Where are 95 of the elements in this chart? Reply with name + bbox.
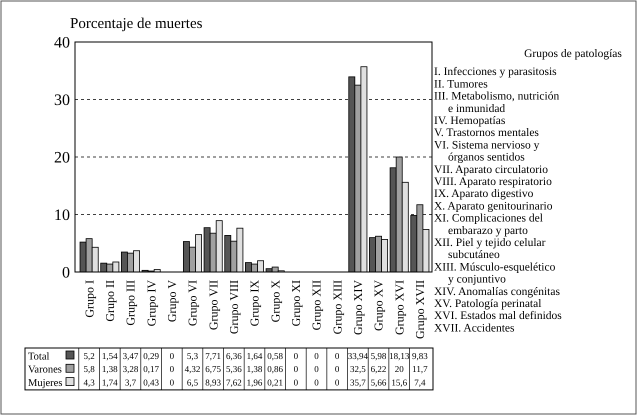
text: Grupos de patologías	[524, 48, 622, 60]
data-label: 3,28	[122, 364, 139, 374]
text: XV. Patología perinatal	[434, 298, 542, 310]
text: VI. Sistema nervioso y órganos sentidos	[434, 139, 540, 164]
data-label: 0,17	[143, 364, 160, 374]
data-label: 0,29	[143, 350, 160, 361]
data-label: 18,13	[389, 350, 410, 361]
data-label: 5,98	[370, 350, 387, 361]
data-label: 6,5	[186, 377, 199, 388]
y-tick-label: 30	[54, 92, 70, 110]
data-label: 5,8	[84, 364, 96, 374]
data-label: 0,43	[143, 377, 160, 388]
data-label: 7,71	[205, 350, 222, 361]
text: V. Trastornos mentales	[434, 127, 540, 140]
x-tick-label: Grupo XIII	[330, 280, 344, 334]
data-label: 8,93	[205, 377, 222, 388]
data-label: 1,54	[102, 350, 118, 361]
data-label: 0	[334, 350, 340, 361]
data-label: 0,86	[267, 364, 284, 374]
data-label: 1,64	[246, 350, 263, 361]
data-label: 1,38	[102, 364, 118, 374]
data-label: 0	[170, 364, 175, 374]
x-tick-label: Grupo II	[103, 280, 117, 322]
data-label: 1,74	[102, 377, 118, 388]
text: XIII. Músculo-esquelético y conjuntivo	[434, 261, 556, 286]
data-label: 6,22	[370, 364, 386, 374]
x-tick-label: Grupo XII	[310, 280, 324, 330]
data-label: 0	[314, 350, 320, 361]
x-tick-label: Grupo VIII	[227, 280, 242, 334]
data-label: 0	[170, 377, 175, 388]
text: III. Metabolismo, nutrición e inmunidad	[434, 90, 560, 115]
data-label: 6,75	[205, 364, 222, 374]
data-label: 6,36	[226, 350, 242, 361]
text: X. Aparato genitourinario	[434, 200, 553, 212]
legend-label: Varones	[28, 364, 62, 376]
x-tick-label: Grupo IX	[248, 280, 262, 326]
y-tick-label: 20	[54, 150, 70, 167]
data-label: 5,2	[84, 350, 95, 361]
data-label: 11,7	[412, 364, 428, 374]
data-label: 3,47	[122, 350, 139, 361]
data-label: 0	[334, 364, 340, 374]
text: VIII. Aparato respiratorio	[434, 176, 552, 188]
x-tick-label: Grupo III	[124, 280, 138, 326]
data-label: 0	[294, 377, 299, 388]
y-tick-label: 0	[62, 264, 70, 282]
data-label: 0,58	[267, 350, 284, 361]
x-tick-label: Grupo XI	[289, 280, 304, 326]
x-tick-label: Grupo XVII	[413, 280, 428, 339]
text: IV. Hemopatías	[434, 115, 506, 127]
data-label: 9,83	[412, 350, 428, 361]
y-tick-label: 40	[54, 34, 70, 52]
data-label: 7,4	[414, 377, 426, 388]
text: XI. Complicaciones del embarazo y parto	[434, 212, 543, 237]
data-label: 0,21	[267, 377, 284, 388]
text: I. Infecciones y parasitosis	[434, 66, 558, 78]
data-label: 4,32	[184, 364, 200, 374]
data-label: 3,7	[124, 377, 137, 388]
data-label: 20	[394, 364, 404, 374]
data-label: 4,3	[84, 377, 96, 388]
data-label: 1,38	[246, 364, 263, 374]
y-tick-label: 10	[54, 207, 70, 224]
y-axis-title: Porcentaje de muertes	[70, 16, 203, 32]
text: XII. Piel y tejido celular subcutáneo	[434, 237, 546, 262]
x-tick-label: Grupo XIV	[351, 280, 366, 335]
x-tick-label: Grupo X	[268, 280, 282, 322]
x-tick-label: Grupo VI	[186, 280, 200, 326]
data-label: 0	[170, 350, 175, 361]
text: IX. Aparato digestivo	[434, 188, 534, 200]
data-label: 35,7	[350, 377, 366, 388]
data-label: 5,3	[186, 350, 199, 361]
data-label: 5,66	[370, 377, 387, 388]
x-tick-label: Grupo V	[165, 280, 180, 322]
x-tick-label: Grupo IV	[144, 280, 158, 326]
legend-label: Total	[28, 351, 50, 362]
data-label: 1,96	[246, 377, 263, 388]
data-label: 7,62	[226, 377, 242, 388]
x-tick-label: Grupo VII	[206, 280, 220, 330]
legend-label: Mujeres	[28, 378, 62, 389]
data-label: 0	[294, 364, 299, 374]
x-tick-label: Grupo I	[82, 280, 96, 318]
data-label: 32,5	[350, 364, 366, 374]
data-label: 0	[294, 350, 299, 361]
data-label: 0	[314, 377, 320, 388]
text: XIV. Anomalías congénitas	[434, 286, 560, 298]
data-label: 33,94	[348, 350, 368, 361]
data-label: 0	[314, 364, 320, 374]
x-tick-label: Grupo XV	[372, 280, 386, 331]
x-tick-label: Grupo XVI	[392, 280, 406, 335]
text: XVI. Estados mal definidos	[434, 310, 562, 322]
data-label: 15,6	[391, 377, 408, 388]
text: XVII. Accidentes	[434, 322, 515, 334]
data-label: 5,36	[226, 364, 242, 374]
text: II. Tumores	[434, 78, 488, 90]
data-label: 0	[334, 377, 340, 388]
text: VII. Aparato circulatorio	[434, 164, 548, 176]
